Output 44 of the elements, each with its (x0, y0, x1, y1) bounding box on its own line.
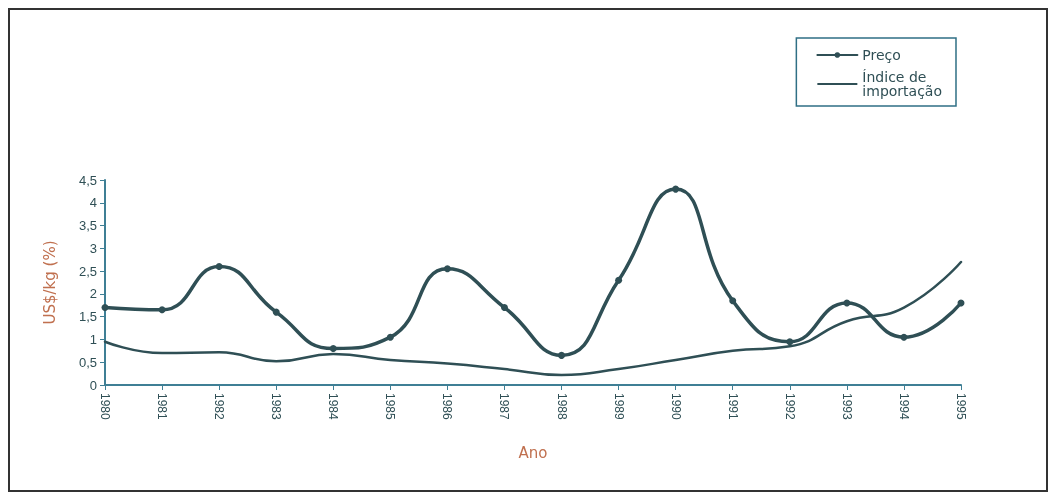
point (443, 265, 451, 273)
point (900, 333, 908, 341)
point (672, 185, 680, 193)
y-tick-label: 0 (89, 377, 97, 393)
x-tick-label: 1986 (440, 393, 455, 421)
x-tick-label: 1990 (668, 393, 683, 421)
x-tick-label: 1995 (954, 393, 968, 421)
y-tick-label: 3 (89, 240, 97, 256)
x-tick-label: 1992 (782, 393, 797, 421)
point (158, 306, 166, 314)
y-tick-label: 4 (89, 195, 97, 211)
y-axis-title: US$/kg (%) (40, 240, 59, 325)
point (101, 304, 109, 312)
point (500, 304, 508, 312)
x-tick-label: 1994 (896, 393, 911, 421)
y-tick-label: 2,5 (78, 263, 97, 279)
x-tick-label: 1991 (725, 393, 740, 421)
legend-label: Índice de importação (862, 69, 943, 99)
point (215, 263, 223, 271)
point (272, 308, 280, 316)
point (386, 333, 394, 341)
y-tick-label: 1,5 (78, 309, 97, 325)
x-tick-label: 1981 (155, 393, 170, 421)
y-tick-label: 4,5 (78, 172, 97, 188)
x-tick-label: 1987 (497, 393, 512, 421)
point (786, 338, 794, 346)
y-tick-label: 1 (89, 331, 97, 347)
x-tick-label: 1980 (98, 393, 112, 421)
x-tick-label: 1989 (611, 393, 626, 421)
x-tick-label: 1985 (383, 393, 398, 421)
x-tick-label: 1983 (269, 393, 284, 421)
x-tick-label: 1984 (326, 393, 341, 421)
x-tick-label: 1988 (554, 393, 569, 421)
x-tick-label: 1982 (212, 393, 227, 421)
y-tick-label: 3,5 (78, 218, 97, 234)
point (329, 345, 337, 353)
point (558, 351, 566, 359)
x-tick-label: 1993 (839, 393, 854, 421)
legend-label: Preço (862, 47, 901, 63)
y-tick-label: 2 (89, 286, 97, 302)
x-axis-title: Ano (518, 443, 548, 462)
y-tick-label: 0,5 (78, 354, 97, 370)
point (729, 297, 737, 305)
point (615, 276, 623, 284)
